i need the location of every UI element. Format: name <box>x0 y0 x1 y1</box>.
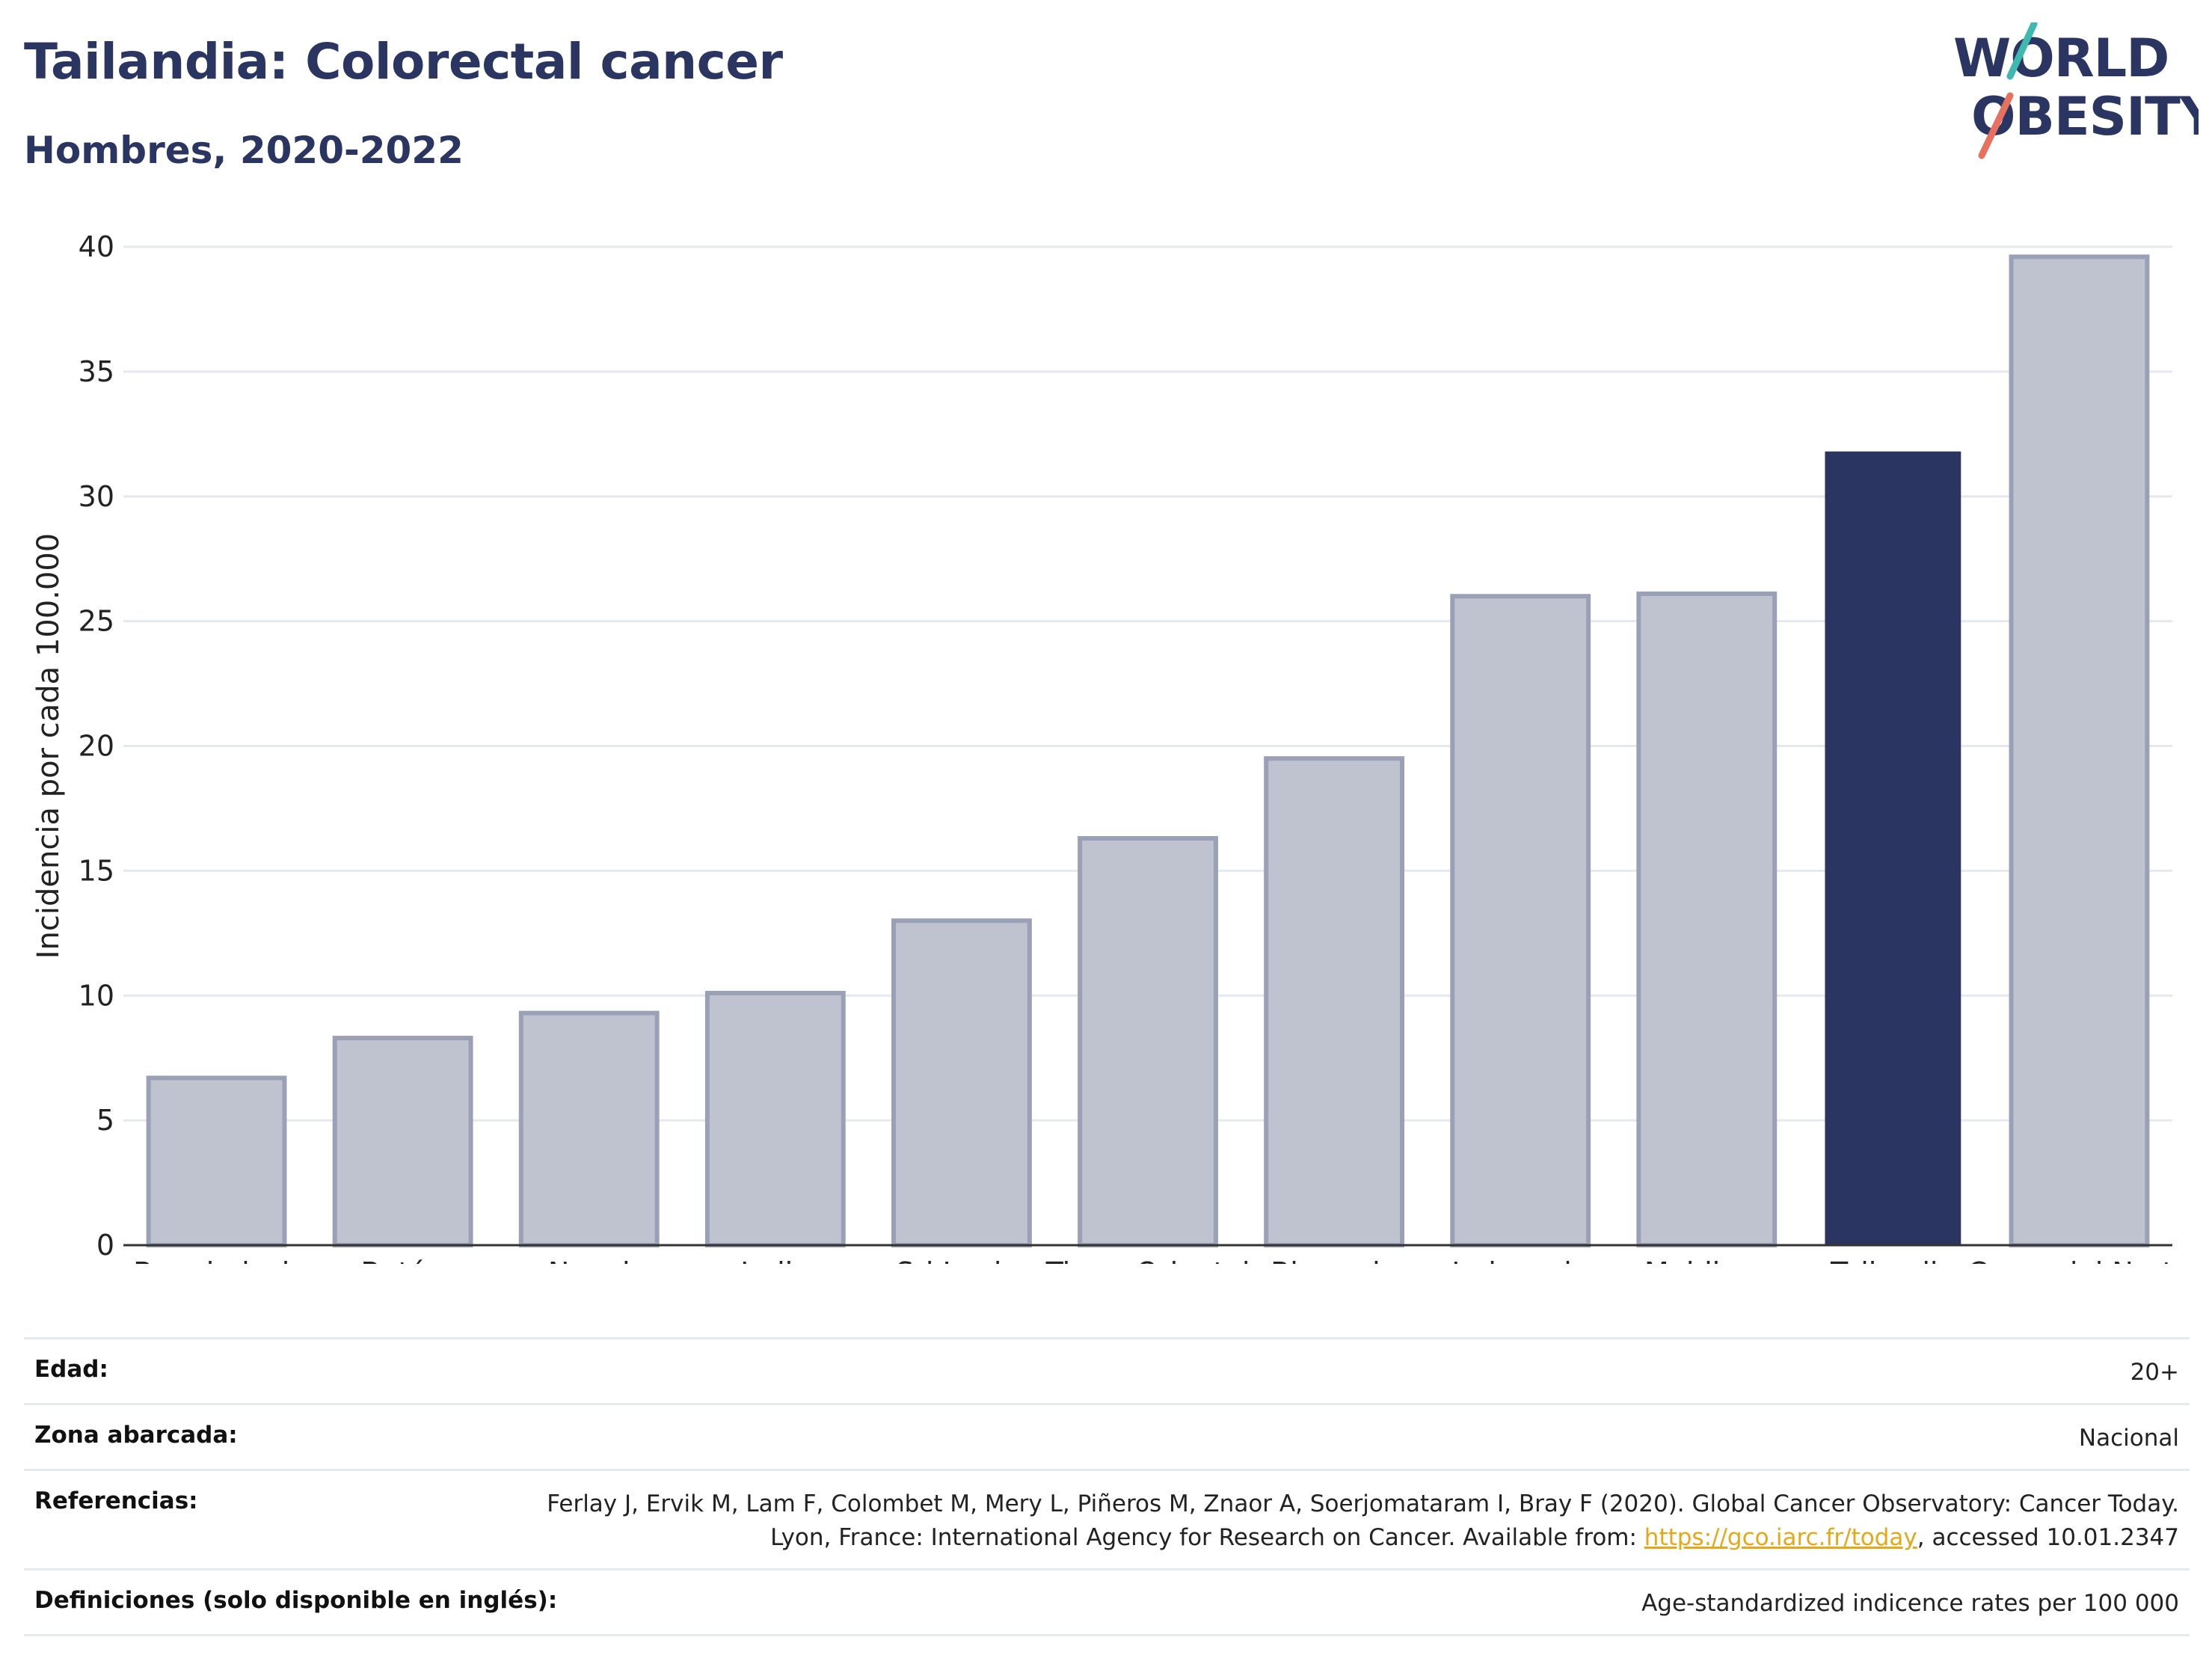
age-label: Edad: <box>34 1356 108 1383</box>
bar-sri-lanka <box>891 918 1032 1247</box>
x-tick-label: Tailandia <box>1830 1256 1956 1264</box>
y-tick-label: 35 <box>79 355 114 388</box>
y-tick-label: 40 <box>79 230 114 263</box>
x-tick-label: Timor Oriental <box>1045 1256 1250 1264</box>
y-tick-label: 0 <box>96 1229 114 1262</box>
zone-label: Zona abarcada: <box>34 1421 238 1449</box>
bar-bangladesh <box>146 1075 287 1247</box>
age-value: 20+ <box>2130 1359 2179 1386</box>
x-axis-ticks: Bangladesh Bután Nepal India Sri Lanka Timor … <box>133 1256 2191 1264</box>
zone-value: Nacional <box>2078 1424 2179 1452</box>
bar-indonesia <box>1450 594 1591 1247</box>
y-tick-label: 15 <box>79 854 114 887</box>
x-tick-label: Bangladesh <box>133 1256 300 1264</box>
x-tick-label: Maldivas <box>1644 1256 1769 1264</box>
meta-row-definitions: Definiciones (solo disponible en inglés)… <box>24 1568 2190 1636</box>
chart-subtitle: Hombres, 2020-2022 <box>24 129 464 172</box>
bar-timor-oriental <box>1078 835 1218 1247</box>
bar-bután <box>332 1035 473 1248</box>
y-axis-title: Incidencia por cada 100.000 <box>31 533 66 959</box>
x-tick-label: India <box>740 1256 810 1264</box>
y-tick-label: 10 <box>79 979 114 1012</box>
logo-line-2: OBESITY <box>1971 86 2199 147</box>
x-tick-label: Birmania <box>1271 1256 1398 1264</box>
y-tick-label: 20 <box>79 730 114 763</box>
references-text-2: , accessed 10.01.2347 <box>1917 1523 2179 1551</box>
x-tick-label: Nepal <box>548 1256 630 1264</box>
references-label: Referencias: <box>34 1487 198 1514</box>
bar-chart: 0 5 10 15 20 25 30 35 40 Bangladesh Bután Nepal Ind… <box>31 230 2191 1264</box>
meta-row-age: Edad: 20+ <box>24 1337 2190 1403</box>
y-axis-ticks: 0 5 10 15 20 25 30 35 40 <box>79 230 114 1262</box>
references-text-1: Ferlay J, Ervik M, Lam F, Colombet M, Me… <box>547 1490 2179 1551</box>
bar-nepal <box>518 1010 660 1248</box>
definitions-label: Definiciones (solo disponible en inglés)… <box>34 1586 558 1614</box>
bars <box>146 254 2150 1248</box>
bar-birmania <box>1264 756 1405 1247</box>
y-tick-label: 30 <box>79 480 114 513</box>
meta-row-references: Referencias: Ferlay J, Ervik M, Lam F, C… <box>24 1468 2190 1568</box>
y-tick-label: 5 <box>96 1104 114 1137</box>
logo-teal-slash <box>2006 22 2038 80</box>
y-tick-label: 25 <box>79 605 114 638</box>
metadata-table: Edad: 20+ Zona abarcada: Nacional Refere… <box>24 1337 2190 1636</box>
bar-corea-del-norte <box>2009 254 2150 1248</box>
bar-maldivas <box>1636 591 1778 1247</box>
logo-line-1: WORLD <box>1953 28 2169 89</box>
references-link[interactable]: https://gco.iarc.fr/today <box>1644 1523 1917 1551</box>
x-tick-label: Sri Lanka <box>896 1256 1027 1264</box>
chart-title: Tailandia: Colorectal cancer <box>24 33 783 90</box>
x-tick-label: Bután <box>360 1256 444 1264</box>
logo-coral-slash <box>1978 92 2014 159</box>
bar-tailandia <box>1825 451 1961 1245</box>
references-value: Ferlay J, Ervik M, Lam F, Colombet M, Me… <box>534 1487 2179 1555</box>
x-tick-label: Indonesia <box>1451 1256 1589 1264</box>
bar-india <box>704 990 846 1247</box>
world-obesity-logo: WORLD OBESITY <box>1953 22 2199 159</box>
x-tick-label: Corea del Norte <box>1967 1256 2191 1264</box>
definitions-value: Age-standardized indicence rates per 100… <box>1641 1589 2179 1617</box>
meta-row-zone: Zona abarcada: Nacional <box>24 1402 2190 1469</box>
